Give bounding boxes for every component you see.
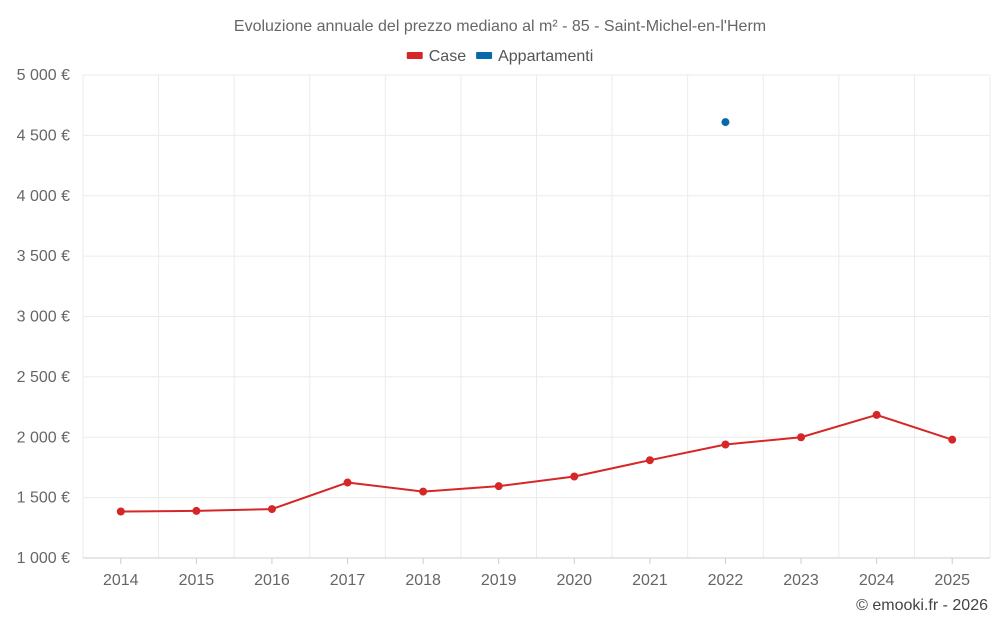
series-case bbox=[116, 410, 957, 516]
data-point[interactable] bbox=[267, 505, 276, 514]
y-tick-label: 4 000 € bbox=[17, 188, 70, 205]
x-tick-label: 2024 bbox=[859, 572, 895, 589]
legend-swatch bbox=[406, 52, 423, 59]
series-line bbox=[120, 413, 953, 513]
data-point[interactable] bbox=[797, 433, 806, 442]
data-point[interactable] bbox=[948, 435, 957, 444]
legend-label: Case bbox=[429, 48, 466, 65]
credit-text: © emooki.fr - 2026 bbox=[856, 597, 988, 614]
legend-swatch bbox=[476, 52, 493, 59]
chart-title: Evoluzione annuale del prezzo mediano al… bbox=[234, 18, 766, 35]
y-tick-label: 1 000 € bbox=[17, 550, 70, 567]
x-tick-label: 2023 bbox=[783, 572, 819, 589]
legend-label: Appartamenti bbox=[498, 48, 593, 65]
x-tick-label: 2020 bbox=[556, 572, 592, 589]
y-tick-label: 2 000 € bbox=[17, 429, 70, 446]
data-point[interactable] bbox=[116, 507, 125, 516]
legend-item-appartamenti[interactable]: Appartamenti bbox=[476, 48, 593, 65]
x-tick-label: 2018 bbox=[405, 572, 441, 589]
data-point[interactable] bbox=[494, 482, 503, 491]
y-axis-ticks: 1 000 € 1 500 € 2 000 € 2 500 € 3 000 € 3 500… bbox=[17, 67, 70, 567]
data-point[interactable] bbox=[343, 478, 352, 487]
data-point[interactable] bbox=[419, 487, 428, 496]
data-point[interactable] bbox=[721, 118, 730, 127]
data-point[interactable] bbox=[645, 456, 654, 465]
series-layer bbox=[116, 118, 957, 516]
data-point[interactable] bbox=[570, 472, 579, 481]
y-tick-label: 1 500 € bbox=[17, 490, 70, 507]
x-tick-label: 2014 bbox=[103, 572, 139, 589]
data-point[interactable] bbox=[192, 506, 201, 515]
y-tick-label: 5 000 € bbox=[17, 67, 70, 84]
grid bbox=[82, 74, 991, 559]
x-tick-label: 2017 bbox=[330, 572, 366, 589]
x-tick-label: 2025 bbox=[934, 572, 970, 589]
axes bbox=[83, 557, 990, 564]
data-point[interactable] bbox=[872, 410, 881, 419]
x-tick-label: 2019 bbox=[481, 572, 517, 589]
legend-item-case[interactable]: Case bbox=[406, 48, 466, 65]
x-tick-label: 2021 bbox=[632, 572, 668, 589]
y-tick-label: 2 500 € bbox=[17, 369, 70, 386]
x-axis-ticks: 2014 2015 2016 2017 2018 2019 2020 2021 2022 2023… bbox=[103, 572, 970, 589]
y-tick-label: 4 500 € bbox=[17, 127, 70, 144]
series-appartamenti bbox=[721, 118, 730, 127]
legend: Case Appartamenti bbox=[406, 48, 593, 65]
x-tick-label: 2015 bbox=[179, 572, 215, 589]
y-tick-label: 3 000 € bbox=[17, 309, 70, 326]
x-tick-label: 2016 bbox=[254, 572, 290, 589]
x-tick-label: 2022 bbox=[708, 572, 744, 589]
data-point[interactable] bbox=[721, 440, 730, 449]
y-tick-label: 3 500 € bbox=[17, 248, 70, 265]
